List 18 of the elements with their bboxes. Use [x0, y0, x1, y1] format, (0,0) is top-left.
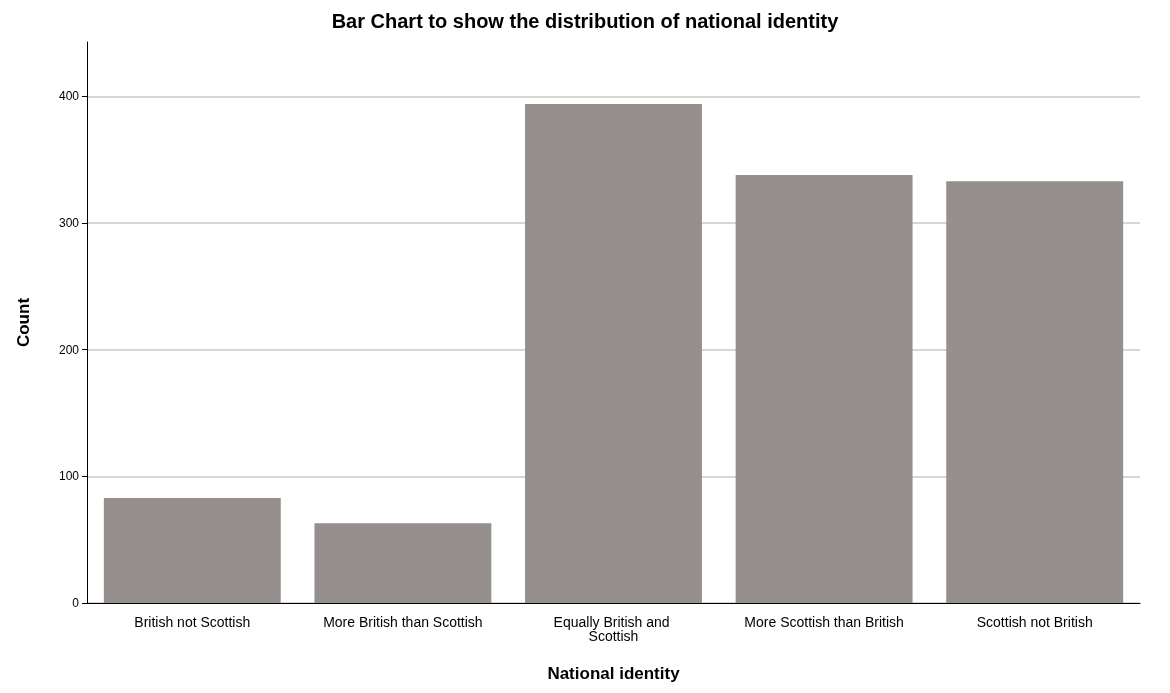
x-tick-label: British not Scottish: [134, 614, 251, 630]
x-tick-label: More Scottish than British: [744, 614, 904, 630]
x-axis-title: National identity: [547, 664, 681, 683]
x-tick-label: More British than Scottish: [323, 614, 483, 630]
x-tick-label: Scottish not British: [976, 614, 1093, 630]
y-axis-title: Count: [14, 297, 33, 348]
y-tick-label: 200: [58, 342, 80, 357]
y-tick-label: 0: [72, 596, 80, 610]
bar: [525, 104, 702, 603]
bar: [314, 523, 492, 603]
y-tick-label: 400: [58, 89, 80, 104]
y-tick-label: 100: [58, 469, 80, 484]
y-tick-label: 300: [58, 216, 80, 231]
bar: [946, 181, 1124, 603]
chart-title: Bar Chart to show the distribution of national identity: [331, 10, 840, 32]
bar: [735, 174, 913, 603]
x-tick-label: Equally British and Scottish: [553, 614, 674, 644]
bar: [103, 497, 281, 603]
